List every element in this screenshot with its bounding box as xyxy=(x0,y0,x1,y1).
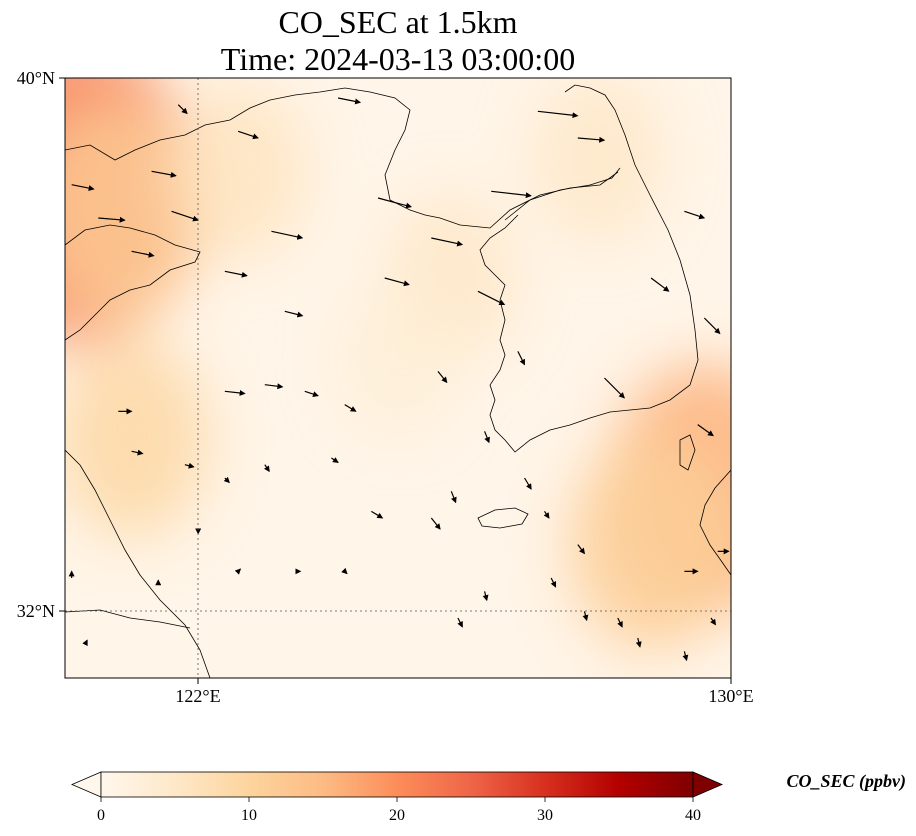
lon-ticks xyxy=(197,678,732,684)
wind-arrow xyxy=(484,431,490,444)
wind-arrow xyxy=(577,544,586,555)
concentration-plume xyxy=(65,99,205,324)
wind-arrow xyxy=(71,184,95,192)
coastline-shandong xyxy=(65,224,201,341)
wind-arrow xyxy=(697,424,714,437)
wind-arrow xyxy=(491,190,532,199)
wind-arrow xyxy=(184,462,195,469)
coastline-kyushu xyxy=(699,469,731,576)
wind-arrow xyxy=(371,510,384,519)
wind-arrow xyxy=(284,310,304,318)
wind-arrow xyxy=(430,517,441,530)
wind-arrow xyxy=(341,567,348,575)
concentration-plume xyxy=(170,82,307,260)
wind-arrow xyxy=(577,136,606,143)
coastline-china-east xyxy=(65,449,211,678)
coastline-jeju xyxy=(477,507,529,529)
colorbar-extend-low xyxy=(70,771,102,798)
colorbar-tick-0: 0 xyxy=(97,807,105,824)
lat-ticks xyxy=(59,77,65,612)
wind-arrow xyxy=(177,104,188,115)
colorbar-ticks xyxy=(100,797,694,802)
colorbar-tick-40: 40 xyxy=(685,807,701,824)
coastline-dprk-border xyxy=(504,167,621,221)
wind-arrow xyxy=(344,404,357,412)
wind-arrow xyxy=(517,351,526,366)
concentration-plume xyxy=(532,78,663,243)
colorbar-tick-30: 30 xyxy=(537,807,553,824)
colorbar-tick-20: 20 xyxy=(389,807,405,824)
wind-arrow xyxy=(710,617,716,626)
coastline-yangtze xyxy=(65,609,191,629)
wind-arrow xyxy=(703,317,721,335)
wind-arrow xyxy=(304,390,319,397)
wind-arrow xyxy=(450,491,457,504)
colorbar-label: CO_SEC (ppbv) xyxy=(786,771,906,792)
map-panel xyxy=(65,78,731,678)
wind-arrow xyxy=(237,130,259,140)
colorbar-extend-high xyxy=(692,771,724,798)
wind-arrow xyxy=(331,457,339,463)
lat-tick-label-32N: 32°N xyxy=(17,601,55,621)
wind-vectors xyxy=(68,97,730,662)
wind-arrow xyxy=(224,389,246,396)
wind-arrow xyxy=(684,210,706,220)
wind-arrow xyxy=(223,476,230,484)
wind-arrow xyxy=(457,617,463,628)
wind-arrow xyxy=(537,110,579,119)
chart-title-line2: Time: 2024-03-13 03:00:00 xyxy=(221,41,575,77)
wind-arrow xyxy=(234,568,242,575)
coastlines xyxy=(65,84,731,678)
wind-arrow xyxy=(377,197,412,209)
wind-arrow xyxy=(635,637,642,648)
map-frame xyxy=(64,77,732,679)
wind-arrow xyxy=(337,97,362,105)
coastline-liaodong xyxy=(65,87,619,229)
colorbar-body xyxy=(100,771,694,798)
wind-arrow xyxy=(151,170,177,178)
wind-arrow xyxy=(682,651,689,662)
chart-title-line1: CO_SEC at 1.5km xyxy=(278,4,517,40)
wind-arrow xyxy=(550,577,557,588)
coastline-korea xyxy=(479,84,699,453)
concentration-plume xyxy=(339,281,457,435)
wind-arrow xyxy=(263,464,270,473)
colorbar-tick-10: 10 xyxy=(241,807,257,824)
wind-arrow xyxy=(650,277,670,292)
concentration-plume xyxy=(568,436,731,653)
wind-arrow xyxy=(431,237,464,247)
wind-arrow xyxy=(131,449,144,456)
wind-arrow xyxy=(82,639,88,647)
wind-arrow xyxy=(271,230,304,240)
wind-arrow xyxy=(477,290,506,306)
gridlines xyxy=(65,78,731,678)
wind-arrow xyxy=(617,617,623,628)
colorbar: 0 10 20 30 40 CO_SEC (ppbv) xyxy=(70,771,906,824)
wind-arrow xyxy=(224,270,248,278)
concentration-plume xyxy=(65,337,209,539)
wind-arrow xyxy=(582,611,589,622)
wind-arrow xyxy=(437,370,448,384)
lon-tick-label-122E: 122°E xyxy=(175,686,220,706)
wind-arrow xyxy=(171,210,199,222)
wind-arrow xyxy=(131,250,155,258)
wind-arrow xyxy=(604,377,625,399)
wind-arrow xyxy=(543,511,550,519)
wind-arrow xyxy=(482,591,489,602)
coastline-tsushima xyxy=(679,434,696,471)
lon-tick-label-130E: 130°E xyxy=(708,686,753,706)
lat-tick-label-40N: 40°N xyxy=(17,68,55,88)
wind-arrow xyxy=(264,383,284,390)
concentration-field xyxy=(65,78,731,653)
wind-arrow xyxy=(524,477,532,490)
wind-arrow xyxy=(384,277,410,287)
wind-arrow xyxy=(98,216,126,223)
